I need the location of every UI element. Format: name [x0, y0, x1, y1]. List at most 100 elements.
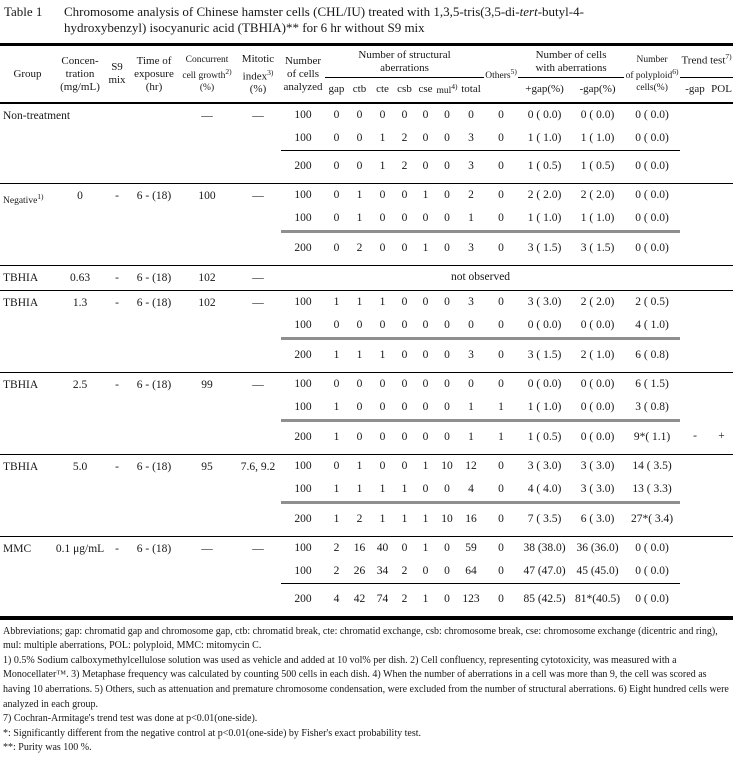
analyzed-cell: 100: [294, 564, 312, 577]
cse-cell: 0: [422, 564, 429, 577]
csb-cell: 0: [401, 211, 408, 224]
analyzed-cell: 100: [294, 482, 312, 495]
polyploid-cell: 0 ( 0.0): [635, 211, 669, 224]
trend-pol-cell: [710, 314, 733, 339]
gap-cell: 1: [333, 482, 340, 495]
gap-cell: 0: [325, 453, 348, 478]
plus-gap-cell: 1 ( 1.0): [527, 131, 562, 144]
plus-gap-cell: 1 ( 0.5): [518, 418, 572, 455]
csb-cell: 0: [394, 453, 415, 478]
mul-cell: 0: [444, 108, 450, 121]
s9-mix-cell: -: [105, 264, 129, 291]
polyploid-cell: 0 ( 0.0): [624, 535, 681, 560]
csb-cell: 1: [401, 482, 408, 495]
aberration-table-body: Non-treatment — —100 0 0 0 0 0 0 0 0 0 ( 0.0) 0 ( 0.…: [0, 103, 733, 618]
ctb-cell: 1: [348, 289, 371, 314]
table-row: TBHIA 0.63-6 - (18) 102— not observed: [0, 264, 733, 291]
exposure-time-cell: 6 - (18): [129, 289, 179, 373]
trend-gap-cell: -: [693, 429, 697, 442]
group-name-cell: TBHIA: [0, 289, 55, 373]
cte-cell: 40: [371, 535, 394, 560]
table-row: 100 0 0 1 2 0 0 3 0 1 ( 1.0) 1 ( 1.0) 0 ( 0.0): [0, 127, 733, 151]
mul-cell: 0: [444, 400, 450, 413]
mitotic-index-cell: —: [235, 182, 281, 266]
gap-cell: 0: [325, 371, 348, 396]
table-row: 200 1 1 1 0 0 0 3 0 3 ( 1.5) 2 ( 1.0) 6 ( 0.8): [0, 336, 733, 373]
col-header-trend-pol: POL: [710, 77, 733, 104]
minus-gap-cell: 0 ( 0.0): [580, 318, 615, 331]
col-header-cells-analyzed: Number of cells analyzed: [281, 44, 325, 104]
col-header-structural-aberrations: Number of structural aberrations: [325, 44, 485, 78]
others-cell: 0: [498, 131, 504, 144]
gap-cell: 1: [325, 336, 348, 373]
gap-cell: 0: [333, 108, 340, 121]
col-header-csb: csb: [394, 77, 415, 104]
cse-cell: 1: [415, 453, 436, 478]
s9-mix-cell: -: [105, 289, 129, 373]
others-cell: 0: [498, 108, 504, 121]
minus-gap-cell: 36 (36.0): [571, 535, 625, 560]
trend-pol-cell: [710, 150, 733, 183]
total-cell: 1: [468, 211, 474, 224]
footnote-significance: *: Significantly different from the nega…: [3, 727, 421, 739]
minus-gap-cell: 1 ( 1.0): [580, 211, 615, 224]
mitotic-index-cell: 7.6, 9.2: [235, 453, 281, 537]
chromosome-analysis-table: Group Concen-tration (mg/mL) S9 mix Time o…: [0, 43, 733, 620]
gap-cell: 1: [333, 400, 340, 413]
csb-cell: 0: [401, 108, 408, 121]
polyploid-cell: 0 ( 0.0): [635, 108, 669, 121]
csb-cell: 0: [394, 336, 415, 373]
polyploid-cell: 9*( 1.1): [624, 418, 681, 455]
analyzed-cell: 100: [281, 371, 325, 396]
analyzed-cell: 200: [281, 149, 325, 184]
table-row: 200 0 2 0 0 1 0 3 0 3 ( 1.5) 3 ( 1.5) 0 ( 0.0): [0, 229, 733, 266]
cte-cell: 0: [379, 318, 386, 331]
polyploid-cell: 0 ( 0.0): [635, 564, 669, 577]
cte-cell: 1: [371, 149, 394, 184]
analyzed-cell: 100: [294, 108, 312, 121]
col-header-cse: cse: [415, 77, 436, 104]
cse-cell: 1: [415, 182, 436, 207]
plus-gap-cell: 1 ( 0.5): [518, 149, 572, 184]
mitotic-index-cell: —: [235, 264, 281, 291]
mul-cell: 0: [436, 149, 458, 184]
analyzed-cell: 100: [281, 289, 325, 314]
footnote-abbreviations: Abbreviations; gap: chromatid gap and ch…: [3, 625, 718, 652]
others-cell: 0: [484, 336, 519, 373]
cell-growth-cell: 95: [179, 453, 235, 537]
total-cell: 123: [458, 582, 485, 618]
gap-cell: 0: [333, 131, 340, 144]
polyploid-cell: 27*( 3.4): [624, 500, 681, 537]
others-cell: 0: [484, 582, 519, 618]
others-cell: 0: [498, 564, 504, 577]
cte-cell: 1: [379, 482, 386, 495]
table-row: 100 0 1 0 0 0 0 1 0 1 ( 1.0) 1 ( 1.0) 0 ( 0.0): [0, 207, 733, 232]
trend-pol-cell: [710, 103, 733, 127]
trend-gap-cell: [680, 396, 710, 421]
total-cell: 1: [458, 418, 485, 455]
s9-mix-cell: [105, 103, 129, 184]
table-row: TBHIA 1.3-6 - (18) 102—100 1 1 1 0 0 0 3 0 3 ( 3.0)…: [0, 289, 733, 373]
analyzed-cell: 100: [294, 131, 312, 144]
table-row: 100 1 1 1 1 0 0 4 0 4 ( 4.0) 3 ( 3.0) 13 ( 3.3): [0, 478, 733, 503]
footnote-methods: 1) 0.5% Sodium calboxymethylcellulose so…: [3, 654, 729, 710]
table-row: Negative1) 0-6 - (18) 100—100 0 1 0 0 1 0 2 0 2 ( 2…: [0, 182, 733, 266]
mul-cell: 0: [436, 229, 458, 266]
minus-gap-cell: 2 ( 2.0): [571, 289, 625, 314]
col-header-cell-growth: Concurrent cell growth2) (%): [179, 44, 235, 104]
table-row: MMC 0.1 μg/mL -6 - (18) — —100 2 16 40 0 1 0 59 0 38 …: [0, 535, 733, 618]
group-name-cell: MMC: [0, 535, 55, 618]
trend-gap-cell: [680, 560, 710, 584]
ctb-cell: 0: [356, 318, 363, 331]
csb-cell: 0: [394, 535, 415, 560]
gap-cell: 0: [325, 149, 348, 184]
col-header-gap: gap: [325, 77, 348, 104]
csb-cell: 0: [394, 418, 415, 455]
mul-cell: 0: [444, 482, 450, 495]
cse-cell: 1: [415, 535, 436, 560]
s9-mix-cell: -: [105, 535, 129, 618]
ctb-cell: 1: [348, 453, 371, 478]
caption-line1-post: -butyl-4-: [537, 4, 584, 19]
trend-gap-cell: [680, 103, 710, 127]
total-cell: 4: [468, 482, 474, 495]
